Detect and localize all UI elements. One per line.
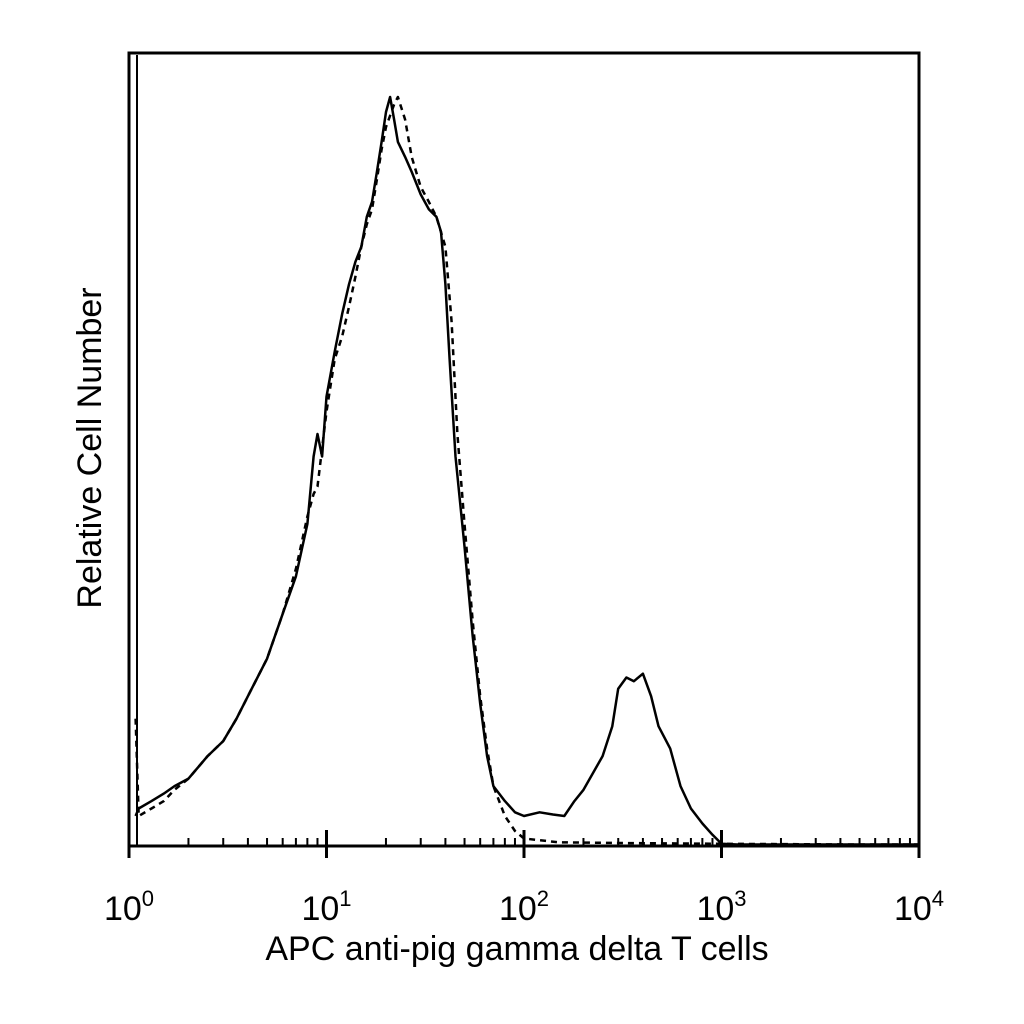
x-tick-base: 10	[301, 890, 339, 928]
x-tick-exponent: 3	[734, 886, 746, 911]
x-tick-base: 10	[696, 890, 734, 928]
x-tick-exponent: 4	[932, 886, 944, 911]
x-tick-base: 10	[104, 890, 142, 928]
x-axis-tick-labels: 100 101 102 103 104	[104, 886, 944, 928]
x-tick-label: 102	[499, 886, 549, 928]
y-axis-title: Relative Cell Number	[71, 287, 109, 608]
x-tick-exponent: 0	[142, 886, 154, 911]
x-tick-label: 101	[301, 886, 351, 928]
x-tick-label: 100	[104, 886, 154, 928]
x-tick-base: 10	[894, 890, 932, 928]
x-axis-title: APC anti-pig gamma delta T cells	[265, 930, 768, 968]
x-tick-label: 103	[696, 886, 746, 928]
x-tick-base: 10	[499, 890, 537, 928]
series-group	[134, 95, 919, 846]
plot-frame	[127, 51, 921, 848]
x-tick-exponent: 2	[537, 886, 549, 911]
stained-sample-line	[134, 95, 919, 846]
isotype-control-line	[134, 95, 919, 846]
x-tick-label: 104	[894, 886, 944, 928]
x-tick-exponent: 1	[339, 886, 351, 911]
